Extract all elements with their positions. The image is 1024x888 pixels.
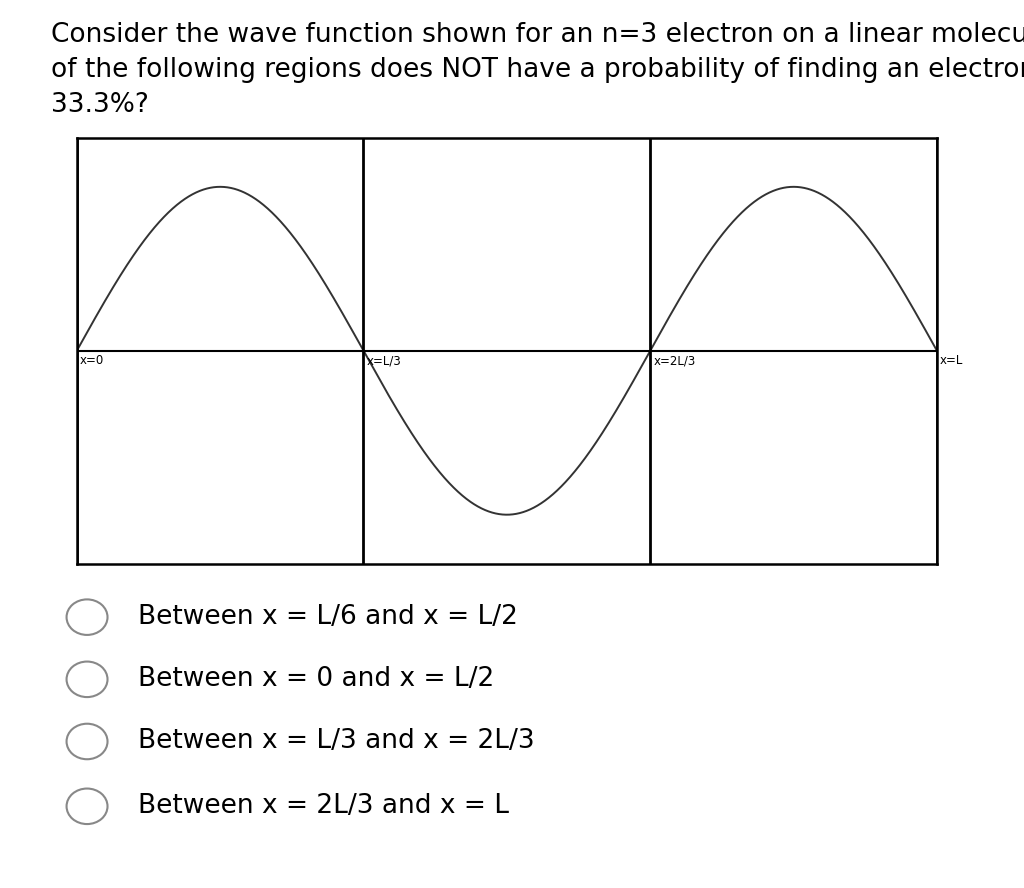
Text: Between x = 2L/3 and x = L: Between x = 2L/3 and x = L [138,793,509,820]
Text: Consider the wave function shown for an n=3 electron on a linear molecule.  Whic: Consider the wave function shown for an … [51,22,1024,118]
Text: x=L/3: x=L/3 [367,354,401,368]
Text: Between x = L/6 and x = L/2: Between x = L/6 and x = L/2 [138,604,518,630]
Text: x=L: x=L [940,354,964,368]
Text: Between x = 0 and x = L/2: Between x = 0 and x = L/2 [138,666,495,693]
Text: Between x = L/3 and x = 2L/3: Between x = L/3 and x = 2L/3 [138,728,535,755]
Text: x=0: x=0 [80,354,104,368]
Text: x=2L/3: x=2L/3 [653,354,695,368]
